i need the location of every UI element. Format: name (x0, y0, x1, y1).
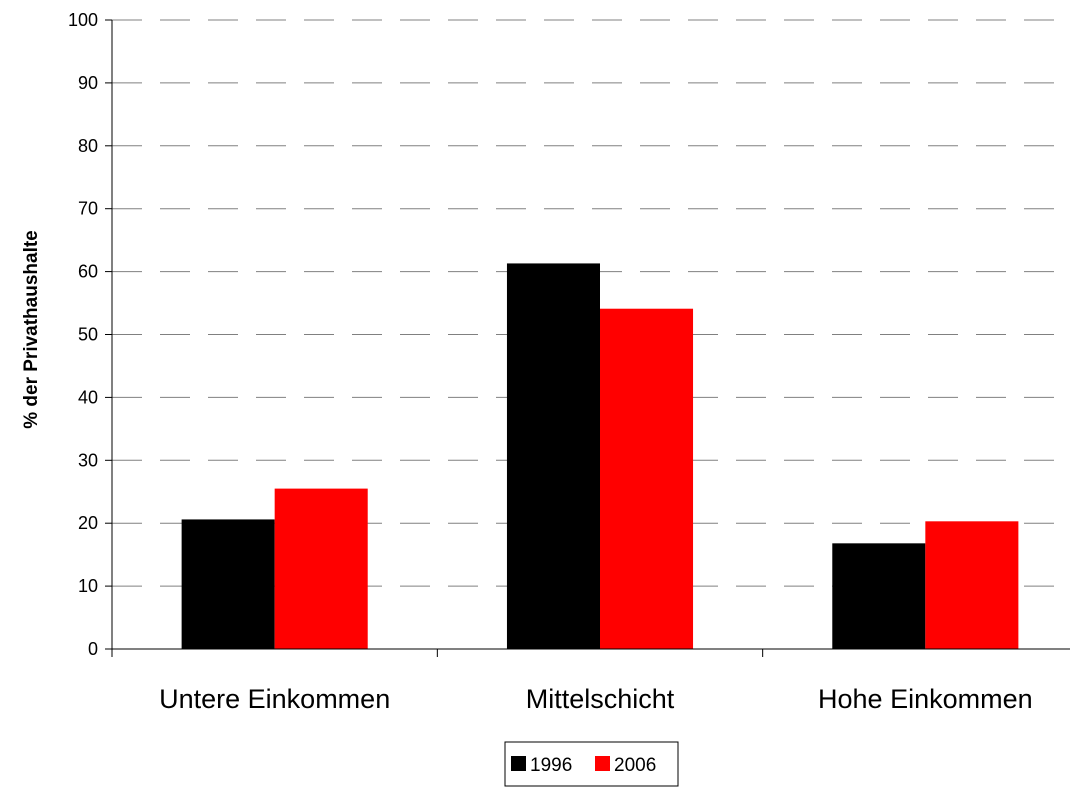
bar-1996-1 (506, 263, 600, 649)
y-tick-label: 90 (78, 73, 98, 93)
y-tick-label: 60 (78, 262, 98, 282)
y-tick-label: 100 (68, 10, 98, 30)
bar-2006-2 (925, 521, 1019, 649)
legend-label: 1996 (530, 755, 572, 776)
y-ticks: 0 10 20 30 40 50 60 70 80 90 100 (68, 10, 112, 659)
x-category-label: Mittelschicht (526, 684, 675, 714)
y-tick-label: 40 (78, 387, 98, 407)
bar-2006-0 (274, 488, 368, 649)
y-tick-label: 10 (78, 576, 98, 596)
y-tick-label: 80 (78, 136, 98, 156)
legend-swatch-2006 (595, 756, 610, 771)
bar-1996-0 (181, 519, 275, 649)
legend-swatch-1996 (511, 756, 526, 771)
legend-box (504, 741, 679, 787)
y-axis-title: % der Privathaushalte (21, 230, 42, 429)
bars (181, 263, 1019, 649)
legend-label: 2006 (614, 755, 656, 776)
y-tick-label: 70 (78, 199, 98, 219)
bar-2006-1 (600, 308, 694, 649)
legend: 1996 2006 (504, 741, 679, 787)
x-category-label: Untere Einkommen (159, 684, 390, 714)
y-tick-label: 50 (78, 325, 98, 345)
bar-1996-2 (832, 543, 926, 649)
y-tick-label: 20 (78, 513, 98, 533)
x-ticks: Untere Einkommen Mittelschicht Hohe Einkom… (111, 649, 1033, 714)
y-tick-label: 30 (78, 450, 98, 470)
y-tick-label: 0 (88, 639, 98, 659)
x-category-label: Hohe Einkommen (818, 684, 1033, 714)
